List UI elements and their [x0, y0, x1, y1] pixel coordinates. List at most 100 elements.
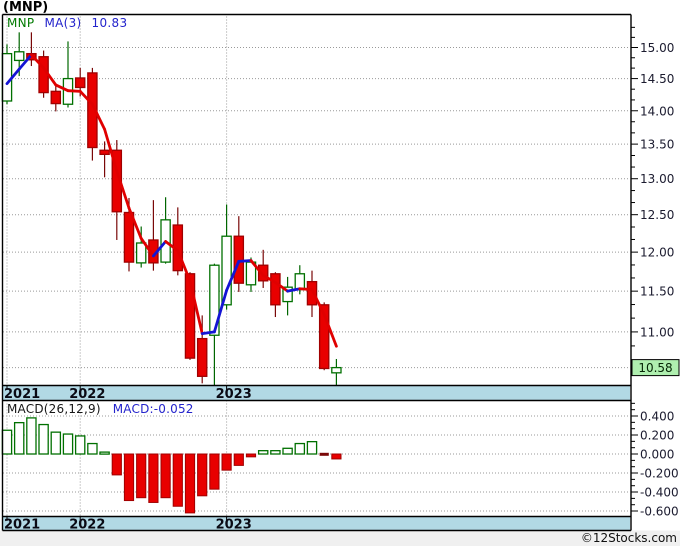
ma3-segment [139, 237, 155, 258]
candle-body [50, 90, 62, 105]
macd-axis-label: 0.400 [640, 410, 674, 424]
candle-body [1, 52, 13, 102]
year-label-macd: 2023 [216, 518, 252, 533]
candle-body [13, 51, 25, 62]
ma3-segment [91, 102, 106, 131]
candle-body [257, 264, 269, 282]
ma3-segment [298, 287, 314, 291]
macd-bar-up [62, 433, 74, 455]
macd-xaxis-band [3, 517, 630, 530]
macd-params-label: MACD(26,12,9) [7, 402, 101, 416]
ma3-segment [42, 66, 58, 87]
ma3-segment [188, 279, 204, 335]
ma3-segment [286, 287, 302, 293]
candle-body [318, 304, 330, 370]
ma3-segment [176, 249, 192, 283]
macd-axis-label: 0.000 [640, 448, 674, 462]
year-label-price: 2021 [4, 387, 40, 402]
ma3-segment [225, 259, 241, 292]
ma3-segment [164, 240, 180, 252]
candle-body [135, 242, 147, 264]
candle-body [294, 273, 306, 291]
ma3-segment [310, 288, 326, 316]
ma3-segment [66, 89, 82, 93]
price-axis-label: 14.00 [640, 104, 674, 118]
legend-ma-value: 10.83 [91, 16, 128, 30]
candle-body [123, 211, 135, 263]
price-axis-label: 12.50 [640, 208, 674, 222]
macd-value-label: MACD:-0.052 [112, 402, 194, 416]
price-axis-label: 14.50 [640, 72, 674, 86]
ma3-segment [17, 53, 33, 71]
price-axis-label: 13.50 [640, 138, 674, 152]
ma3-segment [322, 313, 338, 348]
price-legend: MNP MA(3) 10.83 [7, 16, 127, 30]
macd-bar-up [282, 447, 293, 455]
year-label-price: 2023 [216, 387, 252, 402]
legend-ma-label: MA(3) [44, 16, 82, 30]
ma3-segment [261, 273, 277, 284]
macd-bar-flat [319, 452, 329, 456]
macd-legend: MACD(26,12,9) MACD:-0.052 [7, 402, 194, 416]
ma3-segment [249, 259, 265, 277]
macd-bar-down [111, 453, 122, 476]
candle-body [270, 273, 281, 306]
year-label-macd: 2021 [4, 518, 40, 533]
ma3-segment [151, 240, 168, 258]
macd-bar-up [99, 451, 110, 455]
macd-bar-up [38, 423, 49, 455]
macd-bar-up [50, 431, 62, 455]
price-xaxis-band [3, 386, 630, 400]
macd-bar-down [233, 453, 244, 466]
candle-body [331, 366, 342, 374]
ma3-segment [78, 89, 94, 106]
candle-body [306, 280, 318, 306]
macd-bar-up [13, 421, 25, 455]
candle-body [221, 235, 232, 306]
macd-axis-label: -0.400 [640, 486, 679, 500]
macd-bar-down [172, 453, 183, 507]
ma3-segment [5, 67, 21, 86]
macd-bar-down [148, 453, 159, 503]
macd-bar-down [197, 453, 208, 497]
macd-bar-down [221, 453, 232, 471]
ma3-segment [103, 127, 119, 173]
macd-bar-down [331, 453, 342, 460]
year-label-price: 2022 [69, 387, 105, 402]
price-axis-label: 11.50 [640, 285, 674, 299]
ma3-segment [212, 288, 229, 334]
price-axis-label: 13.00 [640, 172, 674, 186]
candle-body [99, 149, 110, 156]
macd-bar-down [245, 453, 257, 458]
legend-symbol: MNP [7, 16, 35, 30]
price-axis-label: 15.00 [640, 41, 674, 55]
ma3-segment [273, 281, 290, 293]
ma3-segment [29, 53, 45, 70]
ma3-segment [115, 169, 131, 210]
macd-bar-up [87, 442, 98, 455]
macd-bar-up [26, 417, 37, 455]
candle-body [87, 72, 98, 149]
ma3-segment [200, 330, 216, 335]
macd-bar-down [160, 453, 171, 499]
footer-credit: ©12Stocks.com [580, 531, 677, 545]
macd-bar-up [294, 442, 306, 455]
macd-axis-label: -0.600 [640, 505, 679, 519]
macd-bar-down [123, 453, 135, 502]
last-price-label-box [631, 359, 680, 377]
candle-body [196, 337, 208, 377]
candle-body [184, 273, 196, 359]
ma3-segment [127, 206, 143, 240]
ma3-segment [54, 83, 70, 93]
candle-body [233, 235, 245, 284]
macd-bar-down [209, 453, 220, 490]
macd-bar-up [74, 435, 86, 455]
year-label-macd: 2022 [69, 518, 105, 533]
macd-axis-label: -0.200 [640, 467, 679, 481]
macd-bar-up [257, 450, 269, 455]
macd-axis-label: 0.200 [640, 429, 674, 443]
macd-bar-up [1, 429, 13, 455]
chart-title: (MNP) [3, 0, 49, 15]
